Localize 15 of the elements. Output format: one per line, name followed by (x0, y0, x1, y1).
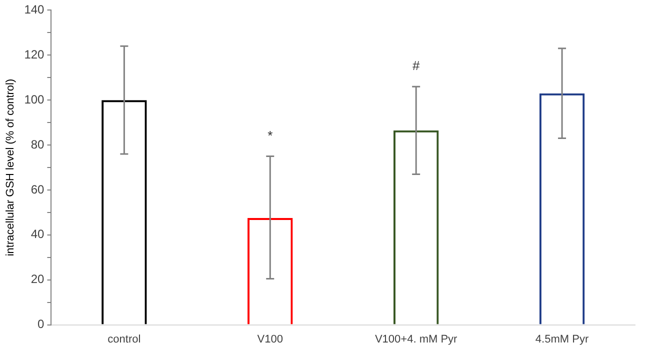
x-tick-label: 4.5mM Pyr (535, 333, 589, 346)
annotation: # (412, 58, 420, 74)
x-tick-label: V100 (257, 333, 283, 346)
y-axis-title: intracellular GSH level (% of control) (4, 78, 17, 256)
y-tick-label: 40 (30, 227, 45, 242)
x-tick-label: V100+4. mM Pyr (374, 333, 458, 346)
y-tick-label: 140 (24, 2, 45, 17)
y-tick-label: 120 (24, 47, 45, 62)
y-tick-label: 20 (30, 272, 45, 286)
annotation: * (268, 128, 273, 143)
x-tick-label: control (108, 333, 141, 346)
y-tick-label: 80 (30, 137, 45, 152)
y-tick-label: 100 (24, 92, 45, 106)
y-tick-label: 0 (38, 317, 45, 332)
y-tick-label: 60 (30, 182, 45, 196)
